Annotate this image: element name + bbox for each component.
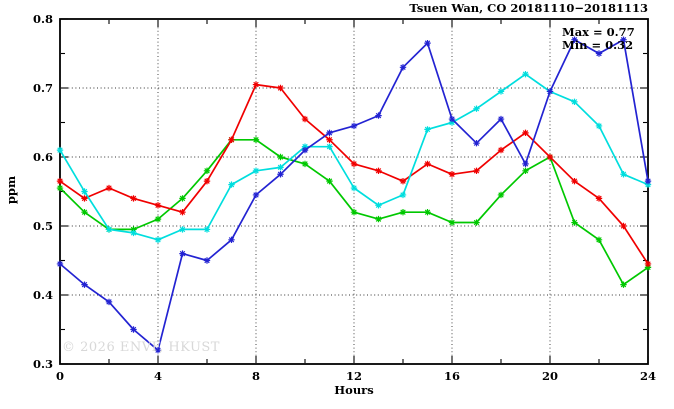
blue-line xyxy=(59,38,649,352)
y-tick-label: 0.4 xyxy=(33,288,53,302)
y-tick-label: 0.8 xyxy=(33,12,53,26)
blue-line-markers xyxy=(56,36,652,354)
chart-title: Tsuen Wan, CO 20181110−20181113 xyxy=(409,1,648,15)
stats-annotation: Max = 0.77 Min = 0.32 xyxy=(562,26,635,51)
x-tick-label: 24 xyxy=(640,369,656,383)
min-value-label: Min = 0.32 xyxy=(562,37,634,52)
cyan-line-markers xyxy=(56,71,652,243)
x-axis-label: Hours xyxy=(334,383,374,397)
x-tick-label: 12 xyxy=(346,369,362,383)
plot-frame xyxy=(59,18,649,365)
y-tick-label: 0.6 xyxy=(33,150,53,164)
x-tick-label: 4 xyxy=(154,369,162,383)
y-axis-label: ppm xyxy=(4,175,18,205)
red-line-markers xyxy=(56,81,652,268)
x-tick-label: 20 xyxy=(542,369,558,383)
y-tick-label: 0.3 xyxy=(33,357,53,371)
x-tick-label: 0 xyxy=(56,369,64,383)
max-value-label: Max = 0.77 xyxy=(562,25,635,39)
x-tick-label: 16 xyxy=(444,369,460,383)
x-tick-label: 8 xyxy=(252,369,260,383)
y-tick-label: 0.5 xyxy=(33,219,53,233)
y-tick-label: 0.7 xyxy=(33,81,53,95)
watermark: © 2026 ENVF, HKUST xyxy=(62,340,220,355)
